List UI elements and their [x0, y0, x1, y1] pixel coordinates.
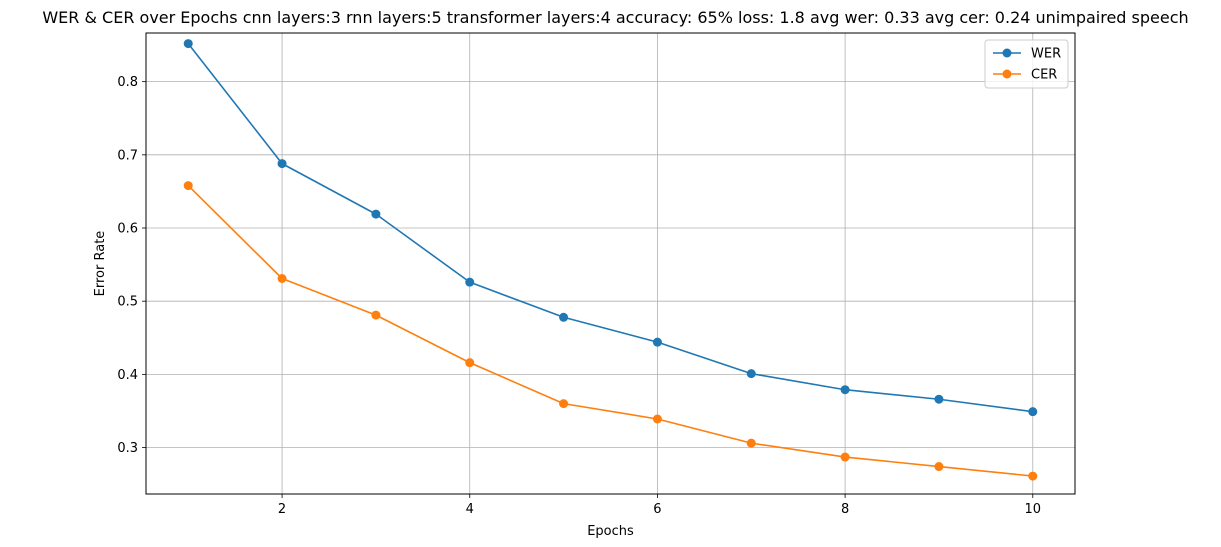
cer-point	[840, 452, 850, 462]
cer-point	[746, 438, 756, 448]
wer-point	[746, 369, 756, 379]
cer-point	[1028, 471, 1038, 481]
cer-point	[371, 310, 381, 320]
wer-point	[840, 385, 850, 395]
wer-point	[277, 159, 287, 169]
legend-cer-marker	[1002, 69, 1012, 79]
chart-legend: WER CER	[984, 39, 1069, 89]
y-tick-label: 0.3	[117, 441, 138, 456]
legend-wer-marker	[1002, 48, 1012, 58]
y-tick-label: 0.5	[117, 295, 138, 310]
cer-line	[187, 185, 1033, 477]
y-tick-label: 0.8	[117, 75, 138, 90]
cer-point	[652, 414, 662, 424]
x-tick-label: 8	[841, 502, 849, 517]
cer-point	[183, 181, 193, 191]
legend-wer-label: WER	[1031, 47, 1061, 62]
data-series	[183, 39, 1038, 481]
x-tick-label: 10	[1024, 502, 1041, 517]
wer-point	[652, 337, 662, 347]
plot-area-frame	[145, 32, 1076, 495]
y-tick-label: 0.4	[117, 368, 138, 383]
cer-point	[465, 358, 475, 368]
x-axis-title: Epochs	[587, 524, 634, 539]
legend-cer-label: CER	[1031, 68, 1057, 83]
grid-lines	[146, 33, 1075, 494]
y-tick-label: 0.7	[117, 148, 138, 163]
y-tick-label: 0.6	[117, 222, 138, 237]
wer-point	[371, 209, 381, 219]
cer-point	[559, 399, 569, 409]
wer-line	[187, 43, 1033, 413]
wer-point	[1028, 407, 1038, 417]
cer-series	[183, 181, 1038, 481]
x-tick-label: 6	[653, 502, 661, 517]
axis-ticks: 2 4 6 8 10 0.3 0.4 0.5 0.6 0.7 0.8	[117, 75, 1041, 517]
wer-series	[183, 39, 1038, 417]
y-axis-title: Error Rate	[93, 231, 108, 297]
wer-point	[465, 277, 475, 287]
chart-title: WER & CER over Epochs cnn layers:3 rnn l…	[42, 8, 1188, 27]
wer-point	[559, 312, 569, 322]
cer-point	[277, 274, 287, 284]
wer-point	[934, 394, 944, 404]
wer-point	[183, 39, 193, 49]
x-tick-label: 2	[278, 502, 286, 517]
x-tick-label: 4	[466, 502, 474, 517]
cer-point	[934, 462, 944, 472]
